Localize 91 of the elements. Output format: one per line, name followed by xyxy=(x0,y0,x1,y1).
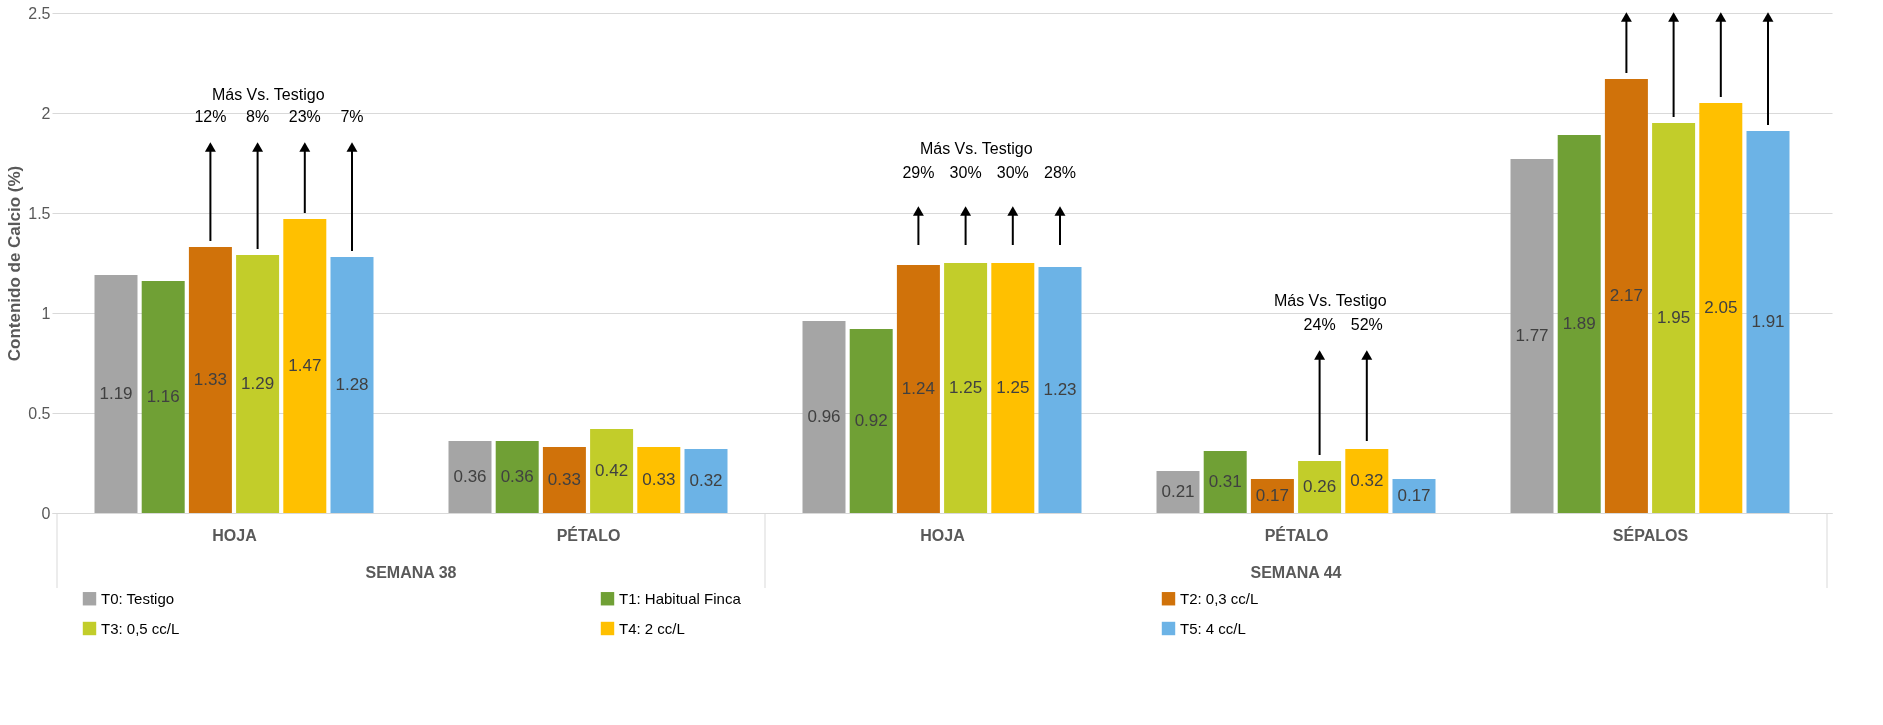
data-label: 0.31 xyxy=(1208,472,1242,491)
bar xyxy=(1604,79,1648,513)
data-label: 0.36 xyxy=(453,467,487,486)
bar xyxy=(141,281,185,513)
data-label: 0.21 xyxy=(1161,482,1195,501)
bar xyxy=(849,329,893,513)
annotation: 29% xyxy=(902,164,935,181)
data-label: 0.32 xyxy=(1350,471,1384,490)
data-label: 1.25 xyxy=(996,378,1030,397)
annotation: 30% xyxy=(996,164,1029,181)
bar xyxy=(1746,131,1790,513)
bar xyxy=(991,263,1035,513)
legend-label: T1: Habitual Finca xyxy=(619,589,742,607)
annotation: 12% xyxy=(194,108,227,125)
y-tick-label: 0.5 xyxy=(28,404,51,422)
bar xyxy=(684,449,728,513)
data-label: 2.05 xyxy=(1704,298,1738,317)
annotation: 52% xyxy=(1350,316,1383,333)
data-label: 1.19 xyxy=(99,384,133,403)
annotation: 30% xyxy=(949,164,982,181)
bar xyxy=(1203,451,1247,513)
data-label: 1.89 xyxy=(1562,314,1596,333)
data-label: 0.17 xyxy=(1255,486,1289,505)
legend-label: T0: Testigo xyxy=(101,589,175,607)
bar xyxy=(1510,159,1554,513)
y-tick-label: 2.5 xyxy=(28,4,51,22)
data-label: 1.33 xyxy=(193,370,227,389)
bar xyxy=(802,321,846,513)
data-label: 1.23 xyxy=(1043,380,1077,399)
annotation: Más Vs. Testigo xyxy=(211,86,325,103)
x-tick-label: PÉTALO xyxy=(556,525,621,544)
bar xyxy=(1557,135,1601,513)
annotation: 8% xyxy=(246,108,270,125)
data-label: 0.96 xyxy=(807,407,841,426)
y-tick-label: 2 xyxy=(41,104,51,122)
annotation: Más Vs. Testigo xyxy=(1273,292,1387,309)
x-tick-label: HOJA xyxy=(920,526,966,544)
annotation: 24% xyxy=(1303,316,1336,333)
bar xyxy=(188,247,232,513)
bar xyxy=(944,263,988,513)
data-label: 0.42 xyxy=(595,461,629,480)
bar xyxy=(94,275,138,513)
text: SEMANA 38 xyxy=(365,564,457,581)
data-label: 1.29 xyxy=(241,374,275,393)
bar xyxy=(1699,103,1743,513)
data-label: 2.17 xyxy=(1609,286,1643,305)
data-label: 1.77 xyxy=(1515,326,1549,345)
y-tick-label: 1 xyxy=(41,304,51,322)
bar xyxy=(330,257,374,513)
data-label: 0.33 xyxy=(642,470,676,489)
data-label: 1.16 xyxy=(146,387,180,406)
x-tick-label: SÉPALOS xyxy=(1612,525,1689,544)
data-label: 1.24 xyxy=(901,379,935,398)
bar xyxy=(542,447,586,513)
text: SEMANA 44 xyxy=(1250,564,1342,581)
data-label: 1.28 xyxy=(335,375,369,394)
bar xyxy=(283,219,327,513)
y-tick-label: 0 xyxy=(41,504,51,522)
annotation: 7% xyxy=(340,108,364,125)
legend-label: T4: 2 cc/L xyxy=(619,619,685,637)
bar xyxy=(1345,449,1389,513)
annotation: Más Vs. Testigo xyxy=(919,140,1033,157)
legend-label: T2: 0,3 cc/L xyxy=(1180,589,1259,607)
data-label: 0.92 xyxy=(854,411,888,430)
bar xyxy=(236,255,280,513)
data-label: 0.26 xyxy=(1303,477,1337,496)
data-label: 1.47 xyxy=(288,356,322,375)
data-label: 0.32 xyxy=(689,471,723,490)
bar xyxy=(1298,461,1342,513)
bar xyxy=(1652,123,1696,513)
legend-label: T5: 4 cc/L xyxy=(1180,619,1246,637)
bar xyxy=(896,265,940,513)
annotation: 28% xyxy=(1043,164,1077,181)
data-label: 1.25 xyxy=(949,378,983,397)
bar xyxy=(1156,471,1200,513)
legend-label: T3: 0,5 cc/L xyxy=(101,619,180,637)
y-axis-title: Contenido de Calcio (%) xyxy=(5,165,25,362)
bar xyxy=(1038,267,1082,513)
bar xyxy=(495,441,539,513)
x-tick-label: PÉTALO xyxy=(1264,525,1329,544)
bar xyxy=(637,447,681,513)
data-label: 1.95 xyxy=(1657,308,1691,327)
x-tick-label: HOJA xyxy=(212,526,258,544)
data-label: 0.36 xyxy=(500,467,534,486)
data-label: 1.91 xyxy=(1751,312,1785,331)
bar xyxy=(448,441,492,513)
data-label: 0.33 xyxy=(547,470,581,489)
bar xyxy=(590,429,634,513)
y-tick-label: 1.5 xyxy=(28,204,51,222)
data-label: 0.17 xyxy=(1397,486,1431,505)
annotation: 23% xyxy=(288,108,321,125)
